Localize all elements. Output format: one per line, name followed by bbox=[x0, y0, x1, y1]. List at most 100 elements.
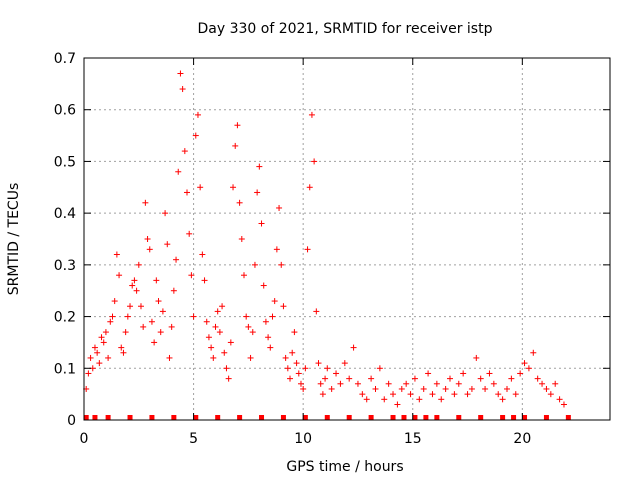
data-point bbox=[140, 323, 147, 330]
baseline-marker bbox=[522, 415, 528, 420]
y-tick-label: 0.6 bbox=[54, 103, 76, 119]
data-point bbox=[245, 323, 252, 330]
data-point bbox=[464, 391, 471, 398]
baseline-marker bbox=[434, 415, 440, 420]
data-point bbox=[416, 396, 423, 403]
baseline-marker bbox=[92, 415, 98, 420]
data-point bbox=[151, 339, 158, 346]
data-point bbox=[227, 339, 234, 346]
data-point bbox=[131, 277, 138, 284]
data-point bbox=[499, 396, 506, 403]
data-point bbox=[477, 375, 484, 382]
baseline-marker bbox=[105, 415, 111, 420]
data-point bbox=[442, 385, 449, 392]
baseline-marker bbox=[368, 415, 374, 420]
baseline-marker bbox=[237, 415, 243, 420]
grid-layer bbox=[84, 58, 610, 420]
data-point bbox=[166, 354, 173, 361]
data-point bbox=[188, 272, 195, 279]
data-point bbox=[346, 375, 353, 382]
data-point bbox=[289, 349, 296, 356]
data-point bbox=[142, 199, 149, 206]
baseline-marker bbox=[346, 415, 352, 420]
data-point bbox=[221, 349, 228, 356]
baseline-marker bbox=[259, 415, 265, 420]
data-point bbox=[219, 303, 226, 310]
data-point bbox=[482, 385, 489, 392]
plot-frame bbox=[83, 57, 611, 421]
data-point bbox=[111, 298, 118, 305]
data-point bbox=[451, 391, 458, 398]
baseline-marker bbox=[401, 415, 407, 420]
data-point bbox=[311, 158, 318, 165]
y-tick-label: 0 bbox=[67, 413, 76, 429]
data-point bbox=[243, 313, 250, 320]
data-point bbox=[190, 313, 197, 320]
data-point bbox=[133, 287, 140, 294]
data-point bbox=[129, 282, 136, 289]
data-point bbox=[232, 142, 239, 149]
data-point bbox=[100, 339, 107, 346]
data-point bbox=[398, 385, 405, 392]
data-point bbox=[118, 344, 125, 351]
data-point bbox=[269, 313, 276, 320]
data-point bbox=[341, 360, 348, 367]
data-point bbox=[319, 391, 326, 398]
data-point bbox=[297, 380, 304, 387]
data-point bbox=[120, 349, 127, 356]
data-point bbox=[210, 354, 217, 361]
data-point bbox=[273, 246, 280, 253]
data-point bbox=[225, 375, 232, 382]
data-point bbox=[539, 380, 546, 387]
data-point bbox=[295, 370, 302, 377]
data-point bbox=[155, 298, 162, 305]
data-point bbox=[425, 370, 432, 377]
chart-title: Day 330 of 2021, SRMTID for receiver ist… bbox=[198, 21, 493, 37]
data-point bbox=[247, 354, 254, 361]
data-point bbox=[146, 246, 153, 253]
data-point bbox=[486, 370, 493, 377]
data-point bbox=[302, 365, 309, 372]
y-tick-label: 0.4 bbox=[54, 206, 76, 222]
data-point bbox=[517, 370, 524, 377]
baseline-marker bbox=[280, 415, 286, 420]
data-point bbox=[394, 401, 401, 408]
data-point bbox=[201, 277, 208, 284]
data-point bbox=[284, 365, 291, 372]
data-point bbox=[317, 380, 324, 387]
data-point bbox=[403, 380, 410, 387]
data-point bbox=[175, 168, 182, 175]
points-layer bbox=[83, 70, 567, 408]
data-point bbox=[468, 385, 475, 392]
data-point bbox=[157, 329, 164, 336]
data-point bbox=[107, 318, 114, 325]
rug-layer bbox=[83, 415, 571, 420]
data-point bbox=[205, 334, 212, 341]
data-point bbox=[508, 375, 515, 382]
data-point bbox=[304, 246, 311, 253]
data-point bbox=[223, 365, 230, 372]
baseline-marker bbox=[193, 415, 199, 420]
data-point bbox=[181, 148, 188, 155]
data-point bbox=[300, 385, 307, 392]
data-point bbox=[308, 111, 315, 118]
baseline-marker bbox=[423, 415, 429, 420]
y-tick-label: 0.3 bbox=[54, 258, 76, 274]
data-point bbox=[556, 396, 563, 403]
data-point bbox=[503, 385, 510, 392]
data-point bbox=[186, 230, 193, 237]
data-point bbox=[94, 349, 101, 356]
data-point bbox=[137, 303, 144, 310]
data-point bbox=[495, 391, 502, 398]
data-point bbox=[105, 354, 112, 361]
x-axis-label: GPS time / hours bbox=[286, 459, 403, 475]
data-point bbox=[328, 385, 335, 392]
data-point bbox=[164, 241, 171, 248]
data-point bbox=[153, 277, 160, 284]
data-point bbox=[212, 323, 219, 330]
data-point bbox=[98, 334, 105, 341]
data-point bbox=[429, 391, 436, 398]
data-point bbox=[525, 365, 532, 372]
baseline-marker bbox=[565, 415, 571, 420]
data-point bbox=[337, 380, 344, 387]
